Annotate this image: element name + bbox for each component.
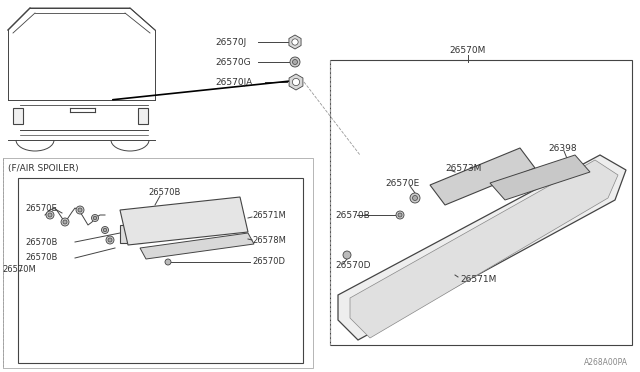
- Circle shape: [92, 215, 99, 221]
- Circle shape: [102, 227, 109, 234]
- Circle shape: [290, 57, 300, 67]
- Circle shape: [46, 211, 54, 219]
- Polygon shape: [490, 155, 590, 200]
- Circle shape: [93, 216, 97, 220]
- Circle shape: [343, 251, 351, 259]
- Polygon shape: [289, 74, 303, 90]
- Text: 26398: 26398: [548, 144, 577, 153]
- Text: 26570D: 26570D: [335, 260, 371, 269]
- Circle shape: [410, 193, 420, 203]
- Polygon shape: [120, 197, 248, 245]
- Circle shape: [292, 78, 300, 86]
- Bar: [3, 158, 313, 368]
- Polygon shape: [430, 148, 535, 205]
- Text: 26570M: 26570M: [2, 266, 36, 275]
- Circle shape: [106, 236, 114, 244]
- Text: A268A00PA: A268A00PA: [584, 358, 628, 367]
- Circle shape: [108, 238, 112, 242]
- Bar: [13, 108, 23, 124]
- Text: 26570E: 26570E: [25, 203, 57, 212]
- Text: 26570B: 26570B: [25, 253, 58, 263]
- Text: 26570M: 26570M: [450, 45, 486, 55]
- Text: 26571M: 26571M: [252, 211, 285, 219]
- Text: 26570J: 26570J: [215, 38, 246, 46]
- Circle shape: [396, 211, 404, 219]
- Text: 26578M: 26578M: [252, 235, 286, 244]
- Text: 26573M: 26573M: [445, 164, 481, 173]
- Polygon shape: [338, 155, 626, 340]
- Text: 26570E: 26570E: [385, 179, 419, 187]
- Circle shape: [103, 228, 107, 232]
- Circle shape: [61, 218, 69, 226]
- Circle shape: [165, 259, 171, 265]
- Text: 26570G: 26570G: [215, 58, 251, 67]
- Text: (F/AIR SPOILER): (F/AIR SPOILER): [8, 164, 79, 173]
- Bar: [330, 60, 632, 345]
- Circle shape: [413, 196, 417, 201]
- Circle shape: [398, 213, 402, 217]
- Text: 26570D: 26570D: [252, 257, 285, 266]
- Circle shape: [292, 39, 298, 45]
- Text: 26570B: 26570B: [335, 211, 370, 219]
- Polygon shape: [350, 160, 618, 338]
- Circle shape: [564, 161, 572, 169]
- Circle shape: [78, 208, 82, 212]
- Text: 26570B: 26570B: [148, 187, 180, 196]
- Bar: [120, 225, 142, 243]
- Text: 26571M: 26571M: [460, 276, 497, 285]
- Text: 26570JA: 26570JA: [215, 77, 252, 87]
- Polygon shape: [140, 233, 254, 259]
- Circle shape: [76, 206, 84, 214]
- Circle shape: [292, 60, 298, 64]
- Circle shape: [48, 213, 52, 217]
- Circle shape: [63, 220, 67, 224]
- Bar: [18, 178, 303, 363]
- Text: 26570B: 26570B: [25, 237, 58, 247]
- Bar: [138, 108, 148, 124]
- Polygon shape: [289, 35, 301, 49]
